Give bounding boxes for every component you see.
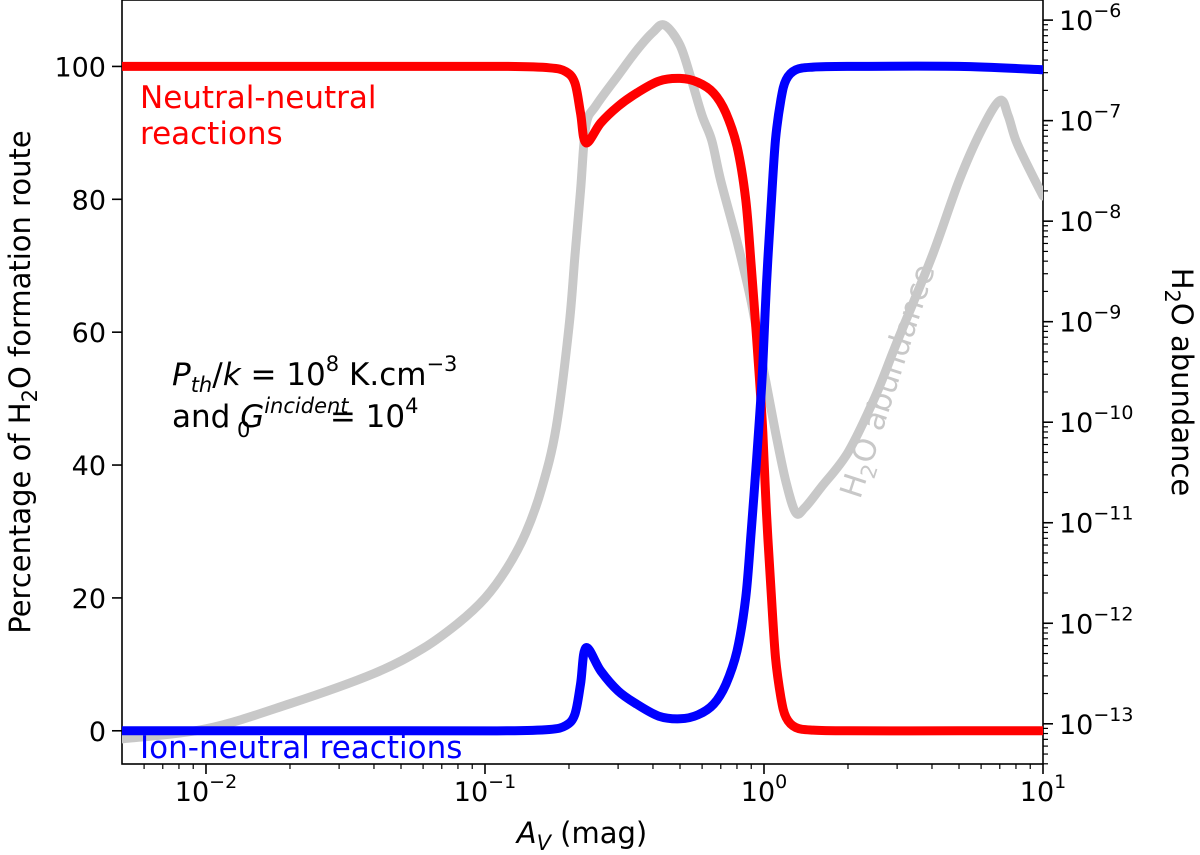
- y-left-tick-label: 20: [72, 584, 106, 615]
- y-axis-title-left: Percentage of H2O formation route: [3, 130, 42, 634]
- ticks-layer: 10−2 10−1 100 101 0 20 40 60 80 100 10−13 10−12 10−1…: [54, 0, 1133, 808]
- x-tick-label: 100: [741, 771, 787, 808]
- x-axis-title: AV (mag): [515, 816, 648, 855]
- pressure-annotation: Pth/k = 108 K.cm−3: [172, 352, 457, 397]
- y-right-tick-label: 10−12: [1059, 603, 1133, 640]
- y-left-tick-label: 100: [54, 52, 106, 83]
- x-tick-label: 101: [1020, 771, 1066, 808]
- plot-frame: [121, 0, 1044, 765]
- neutral-label-line1: Neutral-neutral: [140, 80, 376, 116]
- y-left-tick-label: 40: [72, 451, 106, 482]
- neutral-label-line2: reactions: [140, 116, 283, 152]
- x-tick-label: 10−1: [454, 771, 516, 808]
- ion-label: Ion-neutral reactions: [140, 730, 462, 766]
- y-right-tick-label: 10−9: [1059, 302, 1121, 339]
- x-tick-label: 10−2: [175, 771, 237, 808]
- y-right-tick-label: 10−6: [1059, 0, 1121, 37]
- y-left-tick-label: 80: [72, 185, 106, 216]
- neutral-neutral-line: [122, 61, 1043, 736]
- field-annotation: and Gincident 0 = 104: [172, 394, 419, 442]
- abundance-curve-label: H2O abundance: [833, 260, 946, 504]
- y-right-tick-label: 10−13: [1059, 704, 1133, 741]
- y-left-tick-label: 60: [72, 318, 106, 349]
- y-right-tick-label: 10−11: [1059, 503, 1133, 540]
- series-layer: [122, 20, 1043, 744]
- y-left-tick-label: 0: [89, 717, 106, 748]
- y-right-tick-label: 10−7: [1059, 101, 1121, 138]
- y-right-tick-label: 10−8: [1059, 201, 1121, 238]
- y-axis-title-right: H2O abundance: [1160, 268, 1199, 497]
- y-right-tick-label: 10−10: [1059, 402, 1133, 439]
- ion-neutral-line: [122, 61, 1043, 736]
